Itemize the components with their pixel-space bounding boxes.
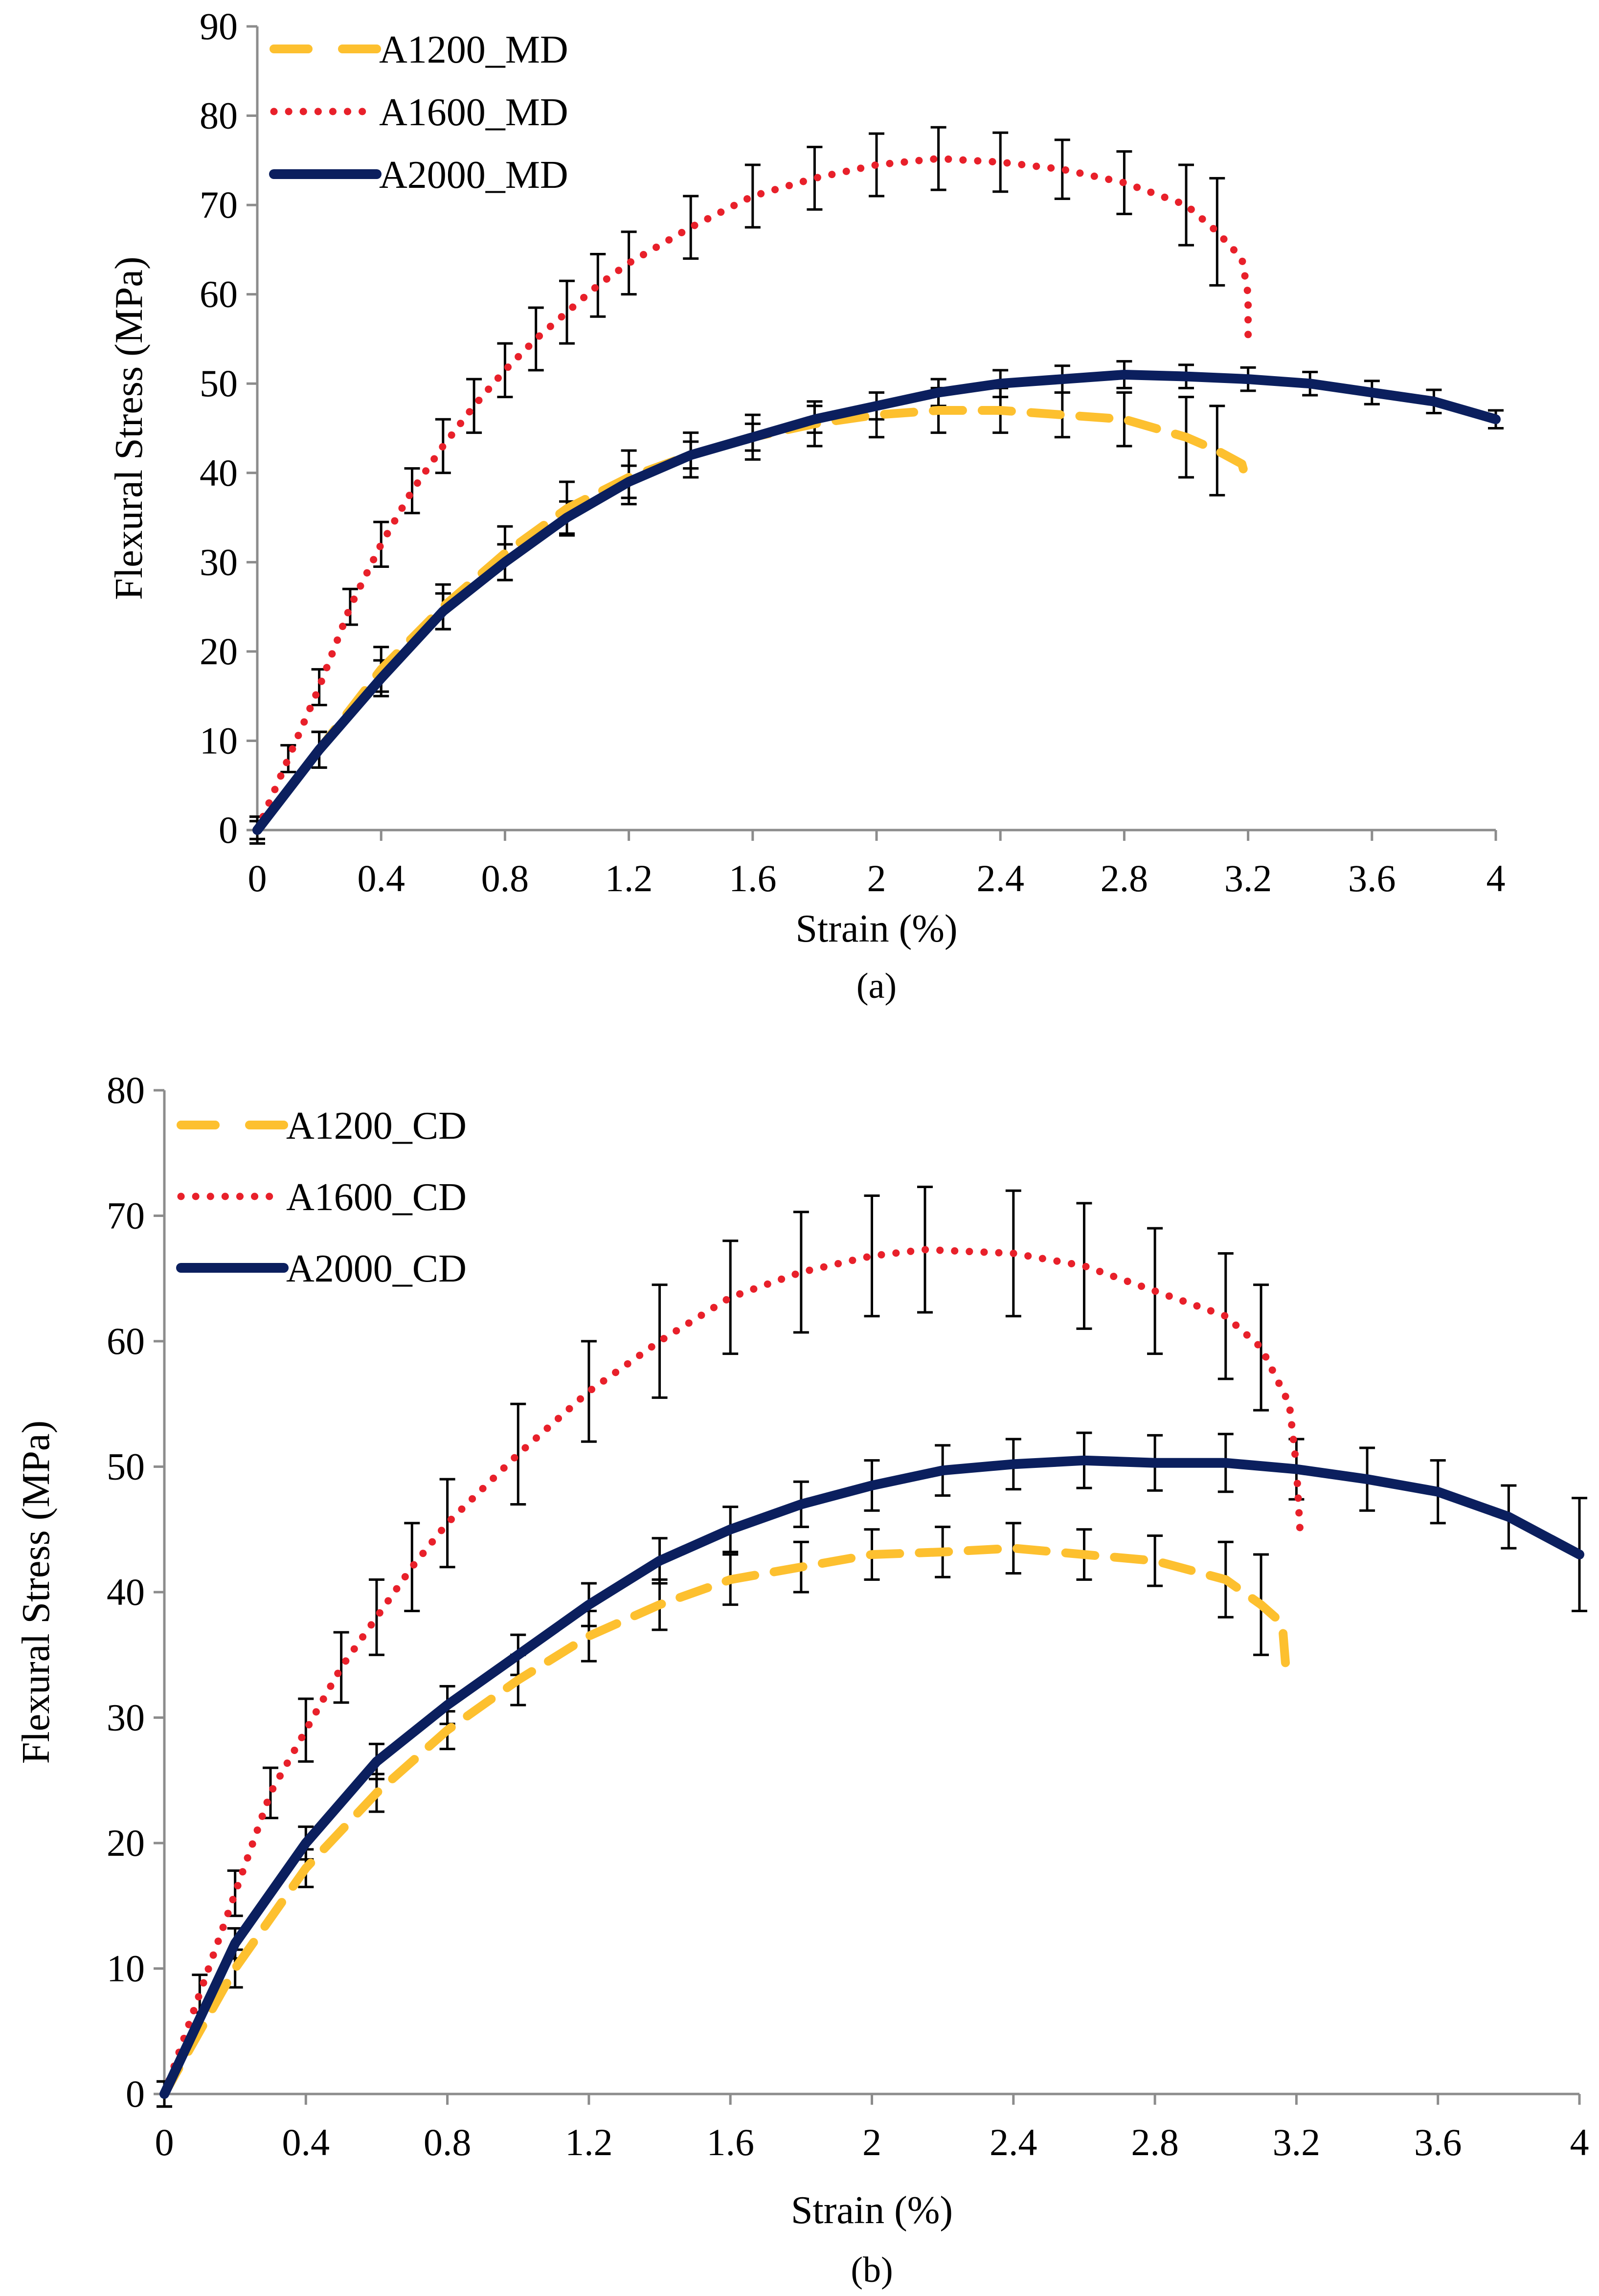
x-tick-label: 1.2 [605,857,653,900]
x-tick-label: 0.4 [282,2121,330,2163]
x-axis-label: Strain (%) [791,2189,953,2232]
x-tick-label: 2 [867,857,886,900]
x-tick-label: 0.4 [357,857,405,900]
series-line-A1200_CD [160,1544,1290,2098]
x-tick-label: 1.2 [565,2121,613,2163]
y-tick-label: 70 [107,1194,145,1237]
x-tick-label: 4 [1570,2121,1589,2163]
x-tick-label: 4 [1486,857,1506,900]
x-tick-label: 0.8 [481,857,529,900]
x-tick-label: 2.8 [1101,857,1149,900]
x-tick-label: 3.6 [1414,2121,1462,2163]
x-tick-label: 3.6 [1348,857,1396,900]
legend-label: A1200_MD [379,28,568,71]
y-tick-label: 10 [107,1947,145,1990]
legend-label: A1600_CD [286,1176,467,1219]
legend-label: A2000_CD [286,1247,467,1290]
series-line-A1600_CD [160,1246,1304,2098]
x-tick-label: 0.8 [424,2121,472,2163]
chart-a-flexural-md: 0 10 20 30 40 50 60 70 80 90 0 0.4 0.8 1.2 1.6 2 2.4 2.8 3… [108,5,1506,1006]
y-tick-label: 0 [219,809,238,851]
x-tick-label: 2 [862,2121,881,2163]
series-line-A1200_MD [253,406,1253,834]
y-tick-label: 30 [107,1696,145,1739]
legend-label: A1600_MD [379,91,568,134]
y-tick-label: 40 [200,451,238,494]
y-tick-label: 50 [200,362,238,405]
chart-b-flexural-cd: 0 10 20 30 40 50 60 70 80 0 0.4 0.8 1.2 1.6 2 2.4 2.8 3.2… [15,1069,1589,2290]
y-tick-label: 80 [200,94,238,137]
y-tick-label: 40 [107,1571,145,1613]
x-tick-label: 1.6 [729,857,777,900]
x-tick-label: 2.4 [990,2121,1037,2163]
y-tick-label: 60 [200,273,238,315]
panel-label: (a) [856,966,897,1006]
series-line-A2000_MD [252,370,1501,835]
y-tick-label: 60 [107,1320,145,1362]
legend-label: A1200_CD [286,1104,467,1148]
series-line-A2000_CD [159,1455,1584,2099]
legend-label: A2000_MD [379,154,568,197]
y-tick-label: 10 [200,719,238,762]
x-tick-label: 0 [155,2121,174,2163]
y-tick-label: 30 [200,540,238,583]
x-tick-label: 3.2 [1224,857,1272,900]
x-tick-label: 0 [248,857,267,900]
y-axis-label: Flexural Stress (MPa) [108,256,151,600]
panel-label: (b) [851,2250,893,2290]
x-tick-label: 2.4 [976,857,1024,900]
y-tick-label: 20 [200,630,238,673]
x-tick-label: 1.6 [706,2121,754,2163]
y-tick-label: 0 [126,2072,145,2115]
y-tick-label: 50 [107,1445,145,1488]
series-line-A1600_MD [253,155,1252,834]
x-axis-label: Strain (%) [795,907,957,950]
y-tick-label: 90 [200,5,238,47]
y-tick-label: 20 [107,1822,145,1864]
x-tick-label: 2.8 [1131,2121,1179,2163]
y-axis-label: Flexural Stress (MPa) [15,1420,58,1764]
y-tick-label: 80 [107,1069,145,1111]
y-tick-label: 70 [200,183,238,226]
x-tick-label: 3.2 [1273,2121,1321,2163]
